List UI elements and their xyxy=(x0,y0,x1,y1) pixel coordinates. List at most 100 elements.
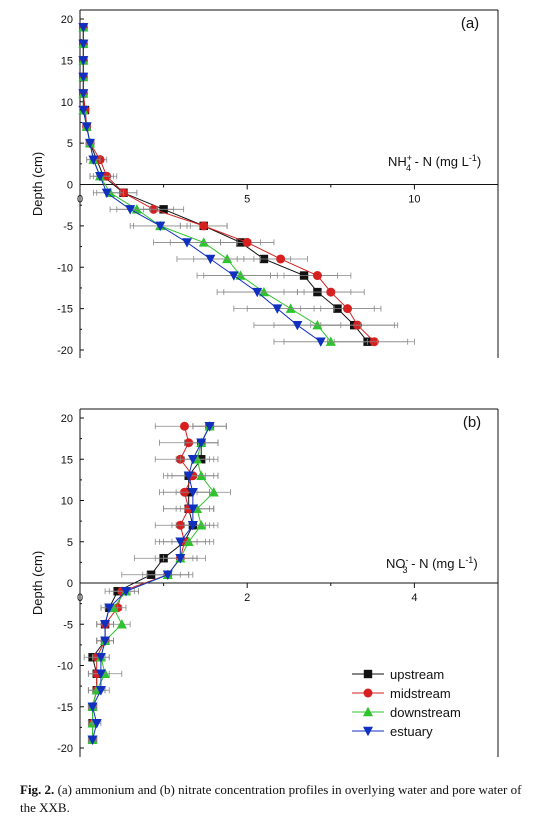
y-tick-label: 10 xyxy=(61,496,73,508)
data-point-midstream xyxy=(326,287,336,297)
data-point-estuary xyxy=(78,56,89,66)
x-tick-label: 0 xyxy=(77,194,83,206)
data-point-estuary xyxy=(104,603,115,613)
data-point-estuary xyxy=(187,455,198,465)
y-tick-label: 5 xyxy=(67,138,73,150)
data-point-estuary xyxy=(204,422,215,432)
data-point-estuary xyxy=(182,238,193,248)
legend: upstream midstream downstream estuary xyxy=(352,667,461,739)
data-point-estuary xyxy=(162,570,173,580)
data-point-downstream xyxy=(235,270,246,280)
y-tick-label: 15 xyxy=(61,55,73,67)
data-point-estuary xyxy=(187,521,198,531)
data-point-estuary xyxy=(100,636,111,646)
legend-label-estuary: estuary xyxy=(390,724,433,739)
data-point-estuary xyxy=(85,138,96,149)
figure-caption: Fig. 2. (a) ammonium and (b) nitrate con… xyxy=(20,781,540,817)
y-tick-label: -20 xyxy=(57,345,73,357)
data-point-estuary xyxy=(87,735,98,745)
series-estuary xyxy=(87,422,227,745)
data-point-midstream xyxy=(199,221,209,231)
y-tick-label: -10 xyxy=(57,262,73,274)
data-point-downstream xyxy=(196,520,207,530)
data-point-midstream xyxy=(180,421,189,431)
data-point-downstream xyxy=(196,470,207,480)
y-tick-label: 20 xyxy=(61,14,73,26)
x-tick-label: 5 xyxy=(244,194,250,206)
data-point-estuary xyxy=(187,504,198,514)
data-point-estuary xyxy=(205,254,216,265)
data-point-estuary xyxy=(120,587,131,597)
y-axis-label: Depth (cm) xyxy=(30,152,45,216)
data-point-estuary xyxy=(78,72,89,83)
data-point-estuary xyxy=(155,221,166,232)
data-point-estuary xyxy=(88,155,99,165)
x-tick-label: 2 xyxy=(244,592,250,604)
y-tick-label: -20 xyxy=(57,743,73,755)
data-point-downstream xyxy=(183,536,194,546)
panel-a: 20 15 10 5 0 -5 -10 -15 -20 0 5 10 Depth (cm) (a) NH+ 4… xyxy=(30,9,499,358)
panel-label: (b) xyxy=(463,414,481,431)
data-point-estuary xyxy=(101,188,112,198)
series-estuary xyxy=(78,23,368,347)
data-point-estuary xyxy=(95,669,106,679)
data-point-estuary xyxy=(252,287,263,298)
data-point-midstream xyxy=(343,304,353,314)
data-point-midstream xyxy=(276,254,286,264)
y-tick-label: 5 xyxy=(67,537,73,549)
x-tick-label: 10 xyxy=(408,194,420,206)
data-point-estuary xyxy=(87,702,98,712)
data-point-estuary xyxy=(81,122,92,132)
x-tick-label: 4 xyxy=(411,592,417,604)
series-downstream xyxy=(78,22,379,346)
data-point-estuary xyxy=(91,719,102,729)
data-point-downstream xyxy=(198,237,209,247)
panel-b: 20 15 10 5 0 -5 -10 -15 -20 0 2 4 Depth (cm) (b) NO-3 … xyxy=(30,408,499,757)
data-point-estuary xyxy=(78,89,89,99)
y-tick-label: 0 xyxy=(67,180,73,192)
data-point-downstream xyxy=(222,253,233,264)
data-point-downstream xyxy=(285,303,296,313)
concentration-annotation: NH+ 4 - N (mg L-1) xyxy=(388,153,481,173)
y-tick-label: 20 xyxy=(61,413,73,425)
data-point-midstream xyxy=(312,271,322,281)
data-point-estuary xyxy=(78,39,89,50)
data-point-estuary xyxy=(100,620,111,630)
legend-label-upstream: upstream xyxy=(390,667,444,682)
data-point-estuary xyxy=(95,653,106,663)
legend-marker-midstream xyxy=(363,688,373,698)
y-tick-label: -5 xyxy=(63,619,73,631)
data-point-estuary xyxy=(196,438,207,448)
data-point-estuary xyxy=(95,172,106,182)
data-point-estuary xyxy=(292,320,303,331)
data-point-downstream xyxy=(312,319,323,330)
x-tick-label: 0 xyxy=(77,592,83,604)
data-point-estuary xyxy=(95,686,106,696)
data-point-estuary xyxy=(228,271,239,281)
data-point-downstream xyxy=(116,619,127,629)
y-tick-label: -5 xyxy=(63,221,73,233)
concentration-annotation: NO-3 - N (mg L-1) xyxy=(386,555,478,575)
data-point-estuary xyxy=(183,471,194,481)
data-point-estuary xyxy=(187,488,198,498)
y-tick-label: -15 xyxy=(57,702,73,714)
y-axis-label: Depth (cm) xyxy=(30,551,45,615)
data-point-estuary xyxy=(272,304,283,314)
legend-label-midstream: midstream xyxy=(390,686,451,701)
legend-marker-downstream xyxy=(363,706,373,717)
y-tick-label: 0 xyxy=(67,578,73,590)
data-point-estuary xyxy=(315,337,326,347)
data-point-estuary xyxy=(175,554,186,564)
data-point-estuary xyxy=(175,537,186,547)
y-tick-label: -10 xyxy=(57,661,73,673)
data-point-downstream xyxy=(258,286,269,297)
caption-text: (a) ammonium and (b) nitrate concentrati… xyxy=(20,782,522,815)
data-point-downstream xyxy=(208,487,219,497)
caption-label: Fig. 2. xyxy=(20,782,55,797)
y-tick-label: -15 xyxy=(57,304,73,316)
data-point-estuary xyxy=(78,23,89,33)
data-point-midstream xyxy=(242,237,252,247)
data-point-estuary xyxy=(125,205,136,215)
legend-label-downstream: downstream xyxy=(390,705,461,720)
